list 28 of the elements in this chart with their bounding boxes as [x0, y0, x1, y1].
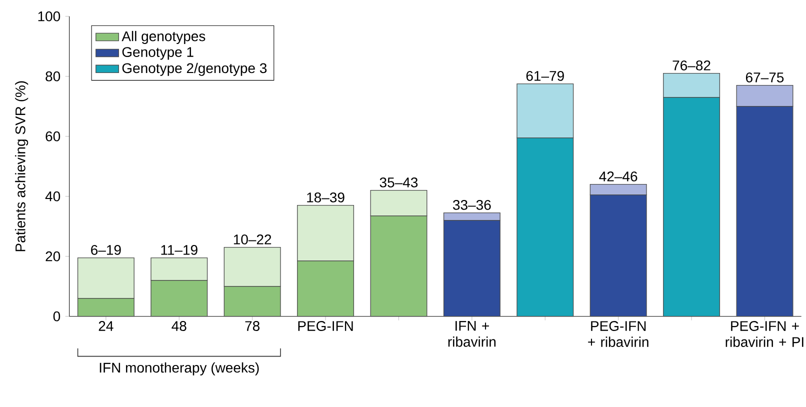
text: IFN monotherapy (weeks)	[100, 362, 259, 376]
y-tick-label: 20	[46, 251, 60, 262]
data-label: 6–19	[91, 244, 121, 255]
x-tick-label: 48	[172, 321, 186, 331]
legend-label: Genotype 2/genotype 3	[122, 62, 267, 76]
data-label: 76–82	[672, 60, 710, 70]
data-label: 11–19	[161, 244, 198, 255]
data-label: 35–43	[380, 177, 418, 188]
x-tick-label: IFN + ribavirin	[448, 321, 496, 347]
data-label: 61–79	[526, 70, 564, 81]
legend-label: Genotype 1	[122, 47, 194, 60]
y-tick-label: 100	[38, 11, 60, 22]
x-tick-label: PEG-IFN	[298, 321, 353, 331]
y-tick-label: 60	[46, 131, 60, 142]
data-label: 42–46	[599, 171, 638, 182]
data-label: 33–36	[452, 200, 491, 210]
y-tick-label: 0	[53, 311, 60, 322]
data-label: 67–75	[746, 72, 784, 82]
x-tick-label: 78	[245, 321, 260, 331]
x-tick-label: 24	[98, 321, 114, 331]
y-tick-label: 80	[46, 71, 60, 82]
data-label: 18–39	[307, 192, 344, 202]
legend-label: All genotypes	[122, 30, 206, 44]
y-axis-title: Patients achieving SVR (%)	[15, 81, 28, 252]
data-label: 10–22	[234, 234, 272, 244]
x-tick-label: PEG-IFN + ribavirin	[588, 321, 648, 347]
y-tick-label: 40	[45, 191, 60, 202]
x-tick-label: PEG-IFN + ribavirin + PI	[726, 321, 804, 347]
